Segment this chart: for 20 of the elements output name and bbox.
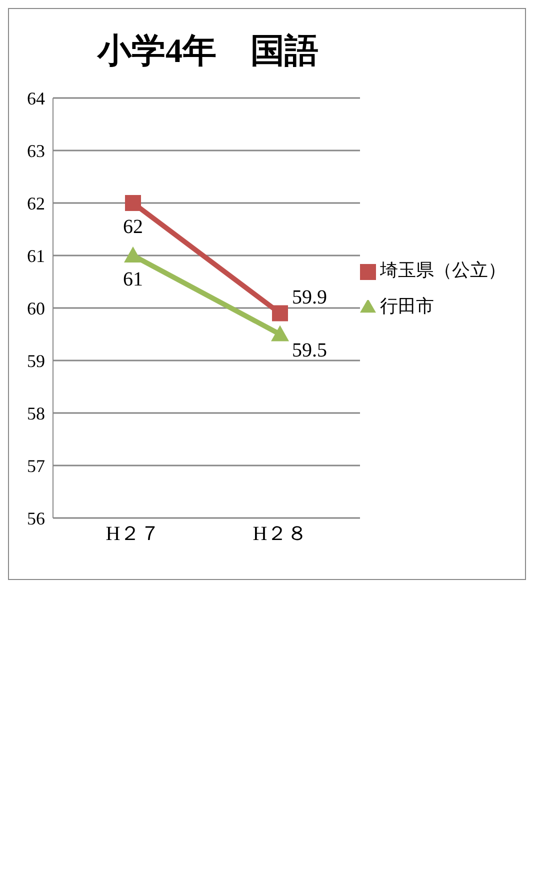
data-label: 61 xyxy=(123,268,143,290)
x-tick-label: H２８ xyxy=(252,523,308,546)
point xyxy=(272,305,288,322)
x-tick-label: H２７ xyxy=(106,523,160,546)
legend-label: 埼玉県（公立） xyxy=(380,260,506,280)
y-tick-label: 64 xyxy=(27,88,45,108)
y-tick-label: 60 xyxy=(27,298,45,318)
legend-label: 行田市 xyxy=(380,296,434,316)
y-tick-label: 62 xyxy=(27,193,45,214)
y-tick-label: 63 xyxy=(27,140,45,161)
y-tick-label: 57 xyxy=(27,456,45,476)
data-label: 59.9 xyxy=(292,286,327,308)
y-tick-label: 59 xyxy=(27,350,45,371)
chart-title: 小学4年 国語 xyxy=(96,32,320,72)
data-label: 62 xyxy=(123,216,143,238)
y-tick-label: 56 xyxy=(27,508,45,528)
data-label: 59.5 xyxy=(292,339,327,362)
y-tick-label: 58 xyxy=(27,403,45,424)
y-tick-label: 61 xyxy=(27,246,45,266)
point xyxy=(125,195,141,211)
